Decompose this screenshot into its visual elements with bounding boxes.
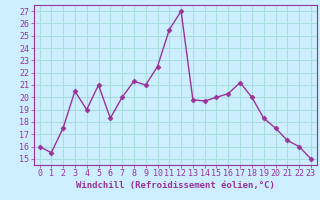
X-axis label: Windchill (Refroidissement éolien,°C): Windchill (Refroidissement éolien,°C) (76, 181, 275, 190)
